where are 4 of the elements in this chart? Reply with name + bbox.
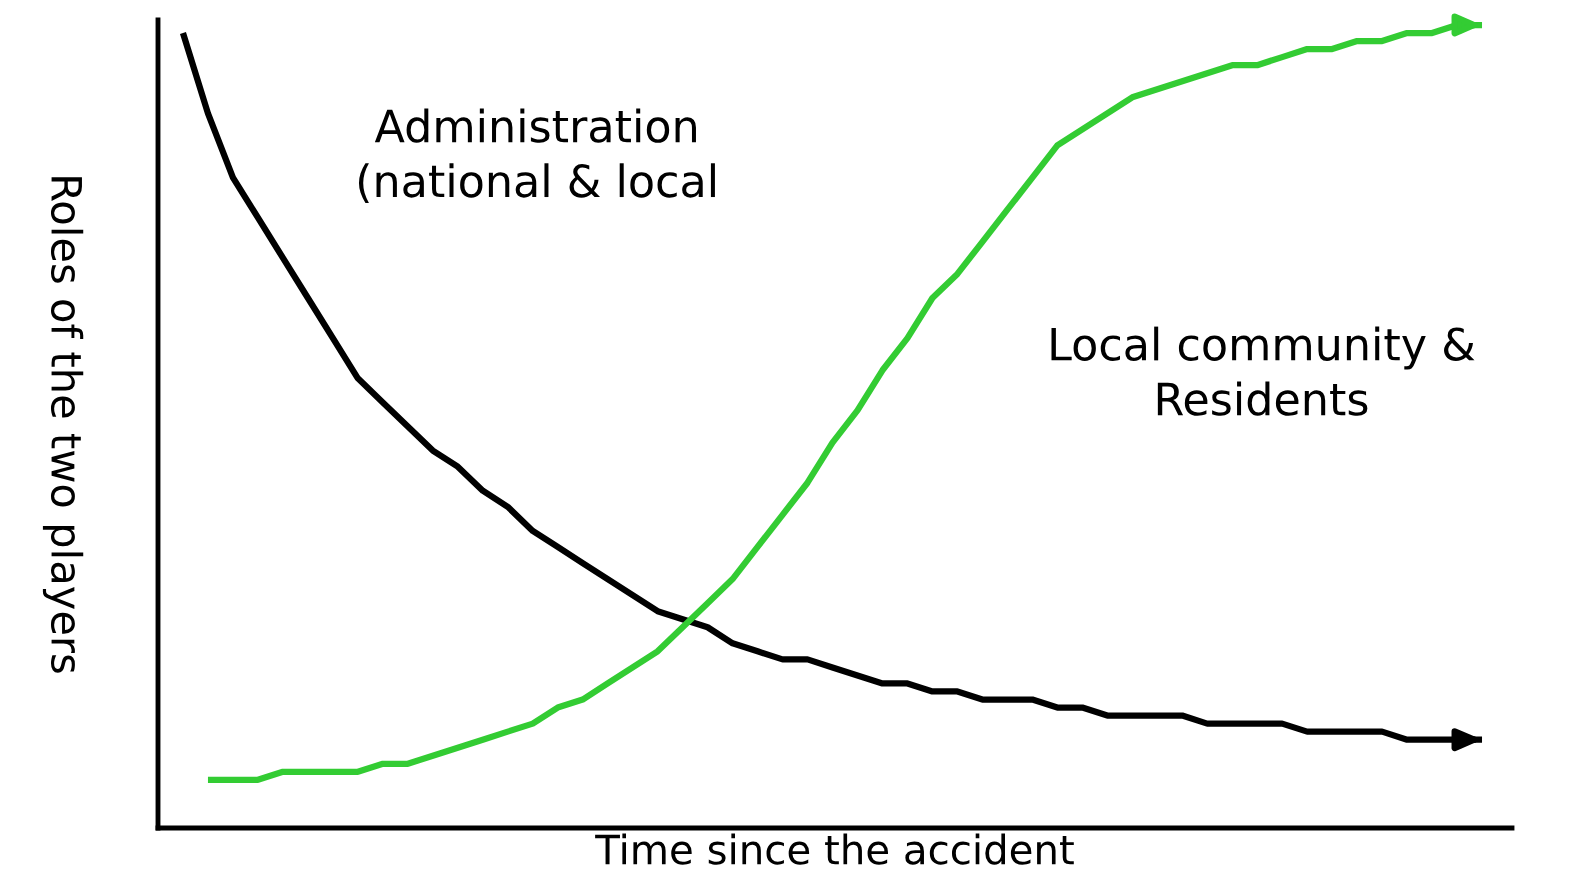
text: Local community & Residents (1051, 326, 1475, 416)
text: Administration (national & local (358, 108, 715, 203)
y-axis-title: Roles of the two players (42, 177, 84, 673)
x-axis-title: Time since the accident (595, 833, 1074, 865)
